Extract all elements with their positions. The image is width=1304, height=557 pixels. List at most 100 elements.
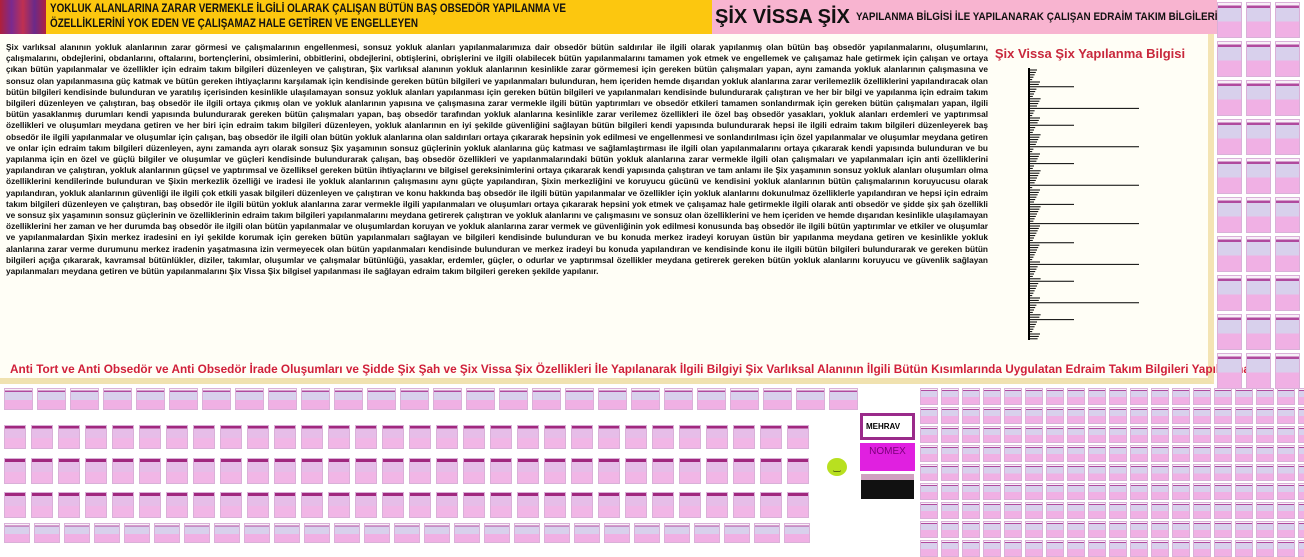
thumbnail[interactable] — [1217, 236, 1242, 272]
thumbnail[interactable] — [1025, 540, 1043, 557]
thumbnail[interactable] — [962, 540, 980, 557]
thumbnail[interactable] — [1275, 41, 1300, 77]
thumbnail[interactable] — [604, 523, 630, 543]
thumbnail[interactable] — [962, 483, 980, 500]
thumbnail[interactable] — [463, 492, 485, 518]
thumbnail[interactable] — [1298, 445, 1304, 462]
thumbnail[interactable] — [544, 492, 566, 518]
thumbnail[interactable] — [733, 492, 755, 518]
thumbnail[interactable] — [1004, 502, 1022, 519]
thumbnail[interactable] — [1246, 41, 1271, 77]
thumbnail[interactable] — [706, 425, 728, 449]
thumbnail[interactable] — [1246, 2, 1271, 38]
thumbnail[interactable] — [941, 388, 959, 405]
thumbnail[interactable] — [1214, 540, 1232, 557]
thumbnail[interactable] — [1067, 407, 1085, 424]
thumbnail[interactable] — [85, 492, 107, 518]
thumbnail[interactable] — [625, 492, 647, 518]
thumbnail[interactable] — [1217, 119, 1242, 155]
thumbnail[interactable] — [394, 523, 420, 543]
thumbnail[interactable] — [304, 523, 330, 543]
thumbnail[interactable] — [1193, 445, 1211, 462]
thumbnail[interactable] — [532, 388, 561, 410]
thumbnail[interactable] — [214, 523, 240, 543]
thumbnail[interactable] — [4, 388, 33, 410]
ad-banner-1[interactable]: MEHRAV — [860, 413, 915, 440]
thumbnail[interactable] — [34, 523, 60, 543]
thumbnail[interactable] — [730, 388, 759, 410]
thumbnail[interactable] — [1275, 119, 1300, 155]
thumbnail[interactable] — [1151, 464, 1169, 481]
thumbnail[interactable] — [983, 502, 1001, 519]
thumbnail[interactable] — [1004, 464, 1022, 481]
thumbnail[interactable] — [706, 458, 728, 484]
thumbnail[interactable] — [1298, 483, 1304, 500]
thumbnail[interactable] — [463, 458, 485, 484]
thumbnail[interactable] — [409, 492, 431, 518]
thumbnail[interactable] — [1217, 353, 1242, 389]
thumbnail[interactable] — [139, 458, 161, 484]
thumbnail[interactable] — [334, 523, 360, 543]
thumbnail[interactable] — [1088, 540, 1106, 557]
thumbnail[interactable] — [634, 523, 660, 543]
thumbnail[interactable] — [1067, 464, 1085, 481]
thumbnail[interactable] — [598, 492, 620, 518]
thumbnail[interactable] — [1004, 407, 1022, 424]
thumbnail[interactable] — [1172, 426, 1190, 443]
thumbnail[interactable] — [1109, 445, 1127, 462]
thumbnail[interactable] — [1277, 445, 1295, 462]
thumbnail[interactable] — [1046, 521, 1064, 538]
thumbnail[interactable] — [1277, 483, 1295, 500]
thumbnail[interactable] — [962, 502, 980, 519]
thumbnail[interactable] — [1275, 353, 1300, 389]
thumbnail[interactable] — [1172, 388, 1190, 405]
thumbnail[interactable] — [625, 425, 647, 449]
thumbnail[interactable] — [1088, 426, 1106, 443]
thumbnail[interactable] — [1130, 502, 1148, 519]
thumbnail[interactable] — [625, 458, 647, 484]
thumbnail[interactable] — [490, 492, 512, 518]
thumbnail[interactable] — [1046, 388, 1064, 405]
thumbnail[interactable] — [1067, 445, 1085, 462]
thumbnail[interactable] — [941, 445, 959, 462]
thumbnail[interactable] — [1130, 445, 1148, 462]
thumbnail[interactable] — [1067, 540, 1085, 557]
thumbnail[interactable] — [920, 464, 938, 481]
thumbnail[interactable] — [31, 425, 53, 449]
thumbnail[interactable] — [571, 458, 593, 484]
thumbnail[interactable] — [1025, 464, 1043, 481]
thumbnail[interactable] — [598, 388, 627, 410]
thumbnail[interactable] — [920, 388, 938, 405]
thumbnail[interactable] — [247, 492, 269, 518]
thumbnail[interactable] — [301, 388, 330, 410]
thumbnail[interactable] — [1256, 540, 1274, 557]
thumbnail[interactable] — [664, 388, 693, 410]
thumbnail[interactable] — [1217, 275, 1242, 311]
thumbnail[interactable] — [1217, 2, 1242, 38]
thumbnail[interactable] — [139, 492, 161, 518]
thumbnail[interactable] — [941, 483, 959, 500]
thumbnail[interactable] — [1067, 426, 1085, 443]
thumbnail[interactable] — [517, 492, 539, 518]
thumbnail[interactable] — [1004, 483, 1022, 500]
thumbnail[interactable] — [1046, 464, 1064, 481]
thumbnail[interactable] — [1025, 388, 1043, 405]
thumbnail[interactable] — [1277, 388, 1295, 405]
thumbnail[interactable] — [1151, 388, 1169, 405]
thumbnail[interactable] — [1046, 445, 1064, 462]
thumbnail[interactable] — [1193, 388, 1211, 405]
ad-banner-2[interactable]: NOMEX — [860, 443, 915, 471]
thumbnail[interactable] — [1298, 521, 1304, 538]
thumbnail[interactable] — [1235, 407, 1253, 424]
thumbnail[interactable] — [1275, 80, 1300, 116]
thumbnail[interactable] — [328, 425, 350, 449]
thumbnail[interactable] — [244, 523, 270, 543]
thumbnail[interactable] — [85, 425, 107, 449]
thumbnail[interactable] — [1067, 521, 1085, 538]
thumbnail[interactable] — [1256, 388, 1274, 405]
thumbnail[interactable] — [787, 492, 809, 518]
thumbnail[interactable] — [1025, 521, 1043, 538]
thumbnail[interactable] — [1235, 426, 1253, 443]
thumbnail[interactable] — [1246, 197, 1271, 233]
thumbnail[interactable] — [1130, 388, 1148, 405]
